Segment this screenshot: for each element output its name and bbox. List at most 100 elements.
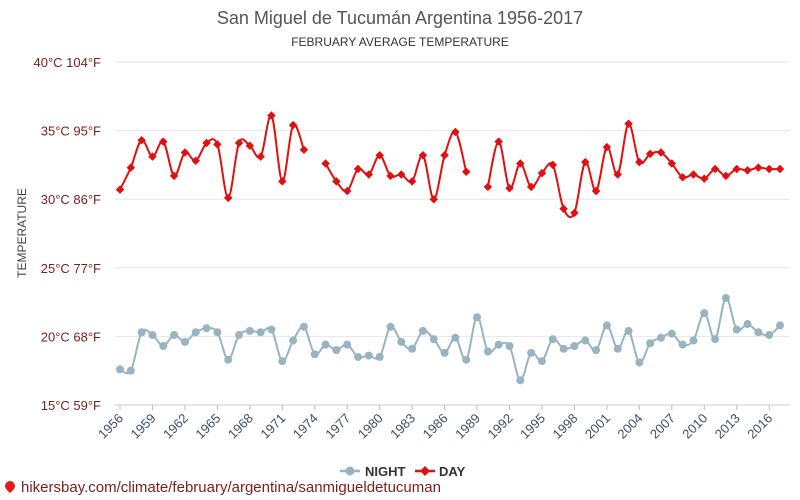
night-point[interactable] <box>440 348 449 357</box>
day-point[interactable] <box>743 166 752 175</box>
night-point[interactable] <box>537 357 546 366</box>
night-point[interactable] <box>408 344 417 353</box>
day-point[interactable] <box>342 186 352 196</box>
day-point[interactable] <box>159 137 168 146</box>
night-point[interactable] <box>505 342 514 351</box>
night-point[interactable] <box>418 326 427 335</box>
day-point[interactable] <box>299 145 309 155</box>
day-point[interactable] <box>213 140 222 149</box>
day-point[interactable] <box>764 164 774 174</box>
night-point[interactable] <box>624 326 633 335</box>
day-point[interactable] <box>169 171 179 181</box>
legend-item-day[interactable]: DAY <box>415 464 466 479</box>
day-point[interactable] <box>548 160 558 170</box>
day-point[interactable] <box>461 167 471 177</box>
day-point[interactable] <box>332 177 341 186</box>
day-point[interactable] <box>721 171 731 181</box>
day-point[interactable] <box>689 170 698 179</box>
day-point[interactable] <box>364 170 374 179</box>
day-point[interactable] <box>245 141 255 150</box>
night-point[interactable] <box>516 376 525 385</box>
day-point[interactable] <box>353 164 363 174</box>
night-point[interactable] <box>148 331 157 340</box>
day-point[interactable] <box>148 152 157 161</box>
night-point[interactable] <box>602 321 611 330</box>
day-point[interactable] <box>115 185 125 194</box>
night-point[interactable] <box>267 325 276 334</box>
night-point[interactable] <box>354 352 363 361</box>
night-point[interactable] <box>202 324 211 333</box>
day-point[interactable] <box>321 159 330 168</box>
day-point[interactable] <box>440 151 449 160</box>
day-point[interactable] <box>732 164 741 174</box>
night-point[interactable] <box>289 336 298 345</box>
day-point[interactable] <box>267 111 276 120</box>
day-point[interactable] <box>126 163 136 172</box>
night-point[interactable] <box>299 322 308 331</box>
day-point[interactable] <box>451 127 460 137</box>
day-point[interactable] <box>180 148 190 157</box>
night-point[interactable] <box>191 328 200 337</box>
legend[interactable]: NIGHT DAY <box>340 464 466 479</box>
night-point[interactable] <box>429 335 438 344</box>
night-point[interactable] <box>548 335 557 344</box>
day-point[interactable] <box>191 156 200 166</box>
night-point[interactable] <box>592 346 601 355</box>
night-point[interactable] <box>256 328 265 337</box>
night-point[interactable] <box>613 344 622 353</box>
night-point[interactable] <box>700 309 709 318</box>
day-point[interactable] <box>223 193 233 203</box>
day-point[interactable] <box>635 157 644 167</box>
day-point[interactable] <box>505 183 514 193</box>
night-point[interactable] <box>397 337 406 346</box>
night-point[interactable] <box>721 293 730 302</box>
night-point[interactable] <box>754 328 763 337</box>
night-point[interactable] <box>126 366 135 375</box>
night-point[interactable] <box>570 342 579 351</box>
night-point[interactable] <box>224 355 233 364</box>
night-point[interactable] <box>656 333 665 342</box>
night-point[interactable] <box>743 320 752 329</box>
night-point[interactable] <box>375 352 384 361</box>
night-point[interactable] <box>116 365 124 374</box>
night-point[interactable] <box>462 355 471 364</box>
day-point[interactable] <box>775 164 785 174</box>
night-point[interactable] <box>473 313 482 322</box>
night-point[interactable] <box>245 326 254 335</box>
legend-item-night[interactable]: NIGHT <box>340 464 406 479</box>
night-point[interactable] <box>711 335 720 344</box>
day-point[interactable] <box>386 171 395 181</box>
night-point[interactable] <box>527 348 536 357</box>
night-point[interactable] <box>678 340 687 349</box>
night-point[interactable] <box>646 339 655 348</box>
night-point[interactable] <box>765 331 774 340</box>
night-point[interactable] <box>278 357 287 366</box>
day-point[interactable] <box>288 120 298 130</box>
night-point[interactable] <box>332 346 341 355</box>
night-point[interactable] <box>321 340 330 349</box>
day-point[interactable] <box>202 138 211 148</box>
night-point[interactable] <box>776 321 784 330</box>
night-point[interactable] <box>451 333 460 342</box>
night-point[interactable] <box>559 344 568 353</box>
night-point[interactable] <box>180 337 189 346</box>
night-point[interactable] <box>483 347 492 356</box>
day-point[interactable] <box>407 177 417 186</box>
night-point[interactable] <box>732 325 741 334</box>
night-point[interactable] <box>364 351 373 360</box>
night-point[interactable] <box>310 350 319 359</box>
night-point[interactable] <box>137 328 146 337</box>
day-point[interactable] <box>494 137 503 146</box>
night-point[interactable] <box>667 329 676 338</box>
footer-link[interactable]: hikersbay.com/climate/february/argentina… <box>2 478 441 496</box>
night-point[interactable] <box>213 328 222 337</box>
day-point[interactable] <box>754 163 763 172</box>
day-point[interactable] <box>483 182 493 192</box>
night-point[interactable] <box>159 342 168 351</box>
night-point[interactable] <box>689 336 698 345</box>
day-point[interactable] <box>375 151 384 160</box>
day-point[interactable] <box>234 138 244 148</box>
night-point[interactable] <box>494 340 503 349</box>
day-point[interactable] <box>256 152 265 161</box>
night-point[interactable] <box>386 322 395 331</box>
